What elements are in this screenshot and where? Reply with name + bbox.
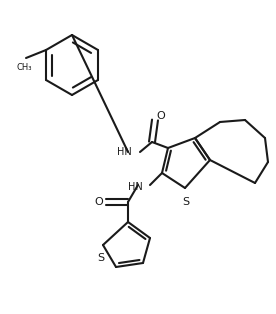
Text: CH₃: CH₃ bbox=[16, 63, 32, 72]
Text: O: O bbox=[95, 197, 104, 207]
Text: S: S bbox=[97, 253, 105, 263]
Text: S: S bbox=[182, 197, 190, 207]
Text: HN: HN bbox=[117, 147, 132, 157]
Text: O: O bbox=[156, 111, 165, 121]
Text: HN: HN bbox=[128, 182, 143, 192]
